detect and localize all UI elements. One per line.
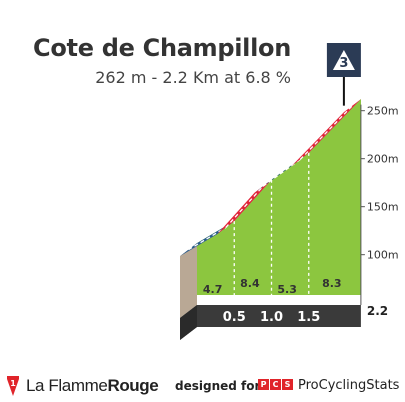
pcs-letter: S [282, 379, 293, 390]
pcs-letter: C [270, 379, 281, 390]
gradient-label: 8.3 [322, 277, 342, 290]
total-length-label: 2.2 [367, 304, 388, 318]
km-marker-label: 0.5 [223, 310, 246, 325]
footer: 1 La FlammeRouge designed for P C S ProC… [0, 372, 405, 402]
mountain-icon [332, 50, 355, 70]
road-centerline [225, 185, 264, 229]
svg-text:1: 1 [10, 379, 16, 388]
elevation-tick-label: 100m [367, 249, 399, 262]
flame-rouge-icon: 1 [7, 376, 19, 396]
road-centerline [299, 105, 353, 160]
elevation-tick-label: 250m [367, 105, 399, 118]
profile-base-side [180, 305, 197, 340]
gradient-label: 4.7 [203, 283, 223, 296]
profile-start-face [180, 243, 197, 318]
profile-segment-area [271, 152, 309, 295]
brand-name-part1: La Flamme [26, 376, 108, 395]
procyclingstats-link[interactable]: ProCyclingStats [298, 378, 400, 393]
designed-for-label: designed for [175, 379, 261, 393]
category-number: 3 [339, 56, 348, 71]
profile-segment-area [234, 179, 272, 295]
climb-title: Cote de Champillon [33, 34, 291, 62]
profile-segment-area [308, 99, 361, 295]
km-marker-label: 1.5 [297, 310, 320, 325]
brand-name-part2: Rouge [107, 376, 159, 395]
road-segment [217, 179, 272, 235]
profile-base-bar [180, 305, 361, 340]
elevation-tick-label: 200m [367, 153, 399, 166]
pcs-logo-icon[interactable]: P C S [258, 379, 293, 390]
elevation-tick-label: 150m [367, 201, 399, 214]
climb-subtitle: 262 m - 2.2 Km at 6.8 % [95, 68, 291, 87]
category-badge: 3 [326, 43, 361, 106]
profile-chart: 3 0.5 1.0 1.5 4.7 8.4 5.3 8.3 2.2 100m 150m 200m 2… [180, 43, 399, 340]
km-marker-label: 1.0 [260, 310, 283, 325]
pcs-letter: P [258, 379, 269, 390]
gradient-label: 5.3 [277, 283, 297, 296]
brand-name: La FlammeRouge [26, 376, 159, 396]
gradient-label: 8.4 [240, 277, 260, 290]
road-centerline [188, 227, 227, 251]
la-flamme-rouge-logo[interactable]: 1 La FlammeRouge [6, 374, 159, 398]
